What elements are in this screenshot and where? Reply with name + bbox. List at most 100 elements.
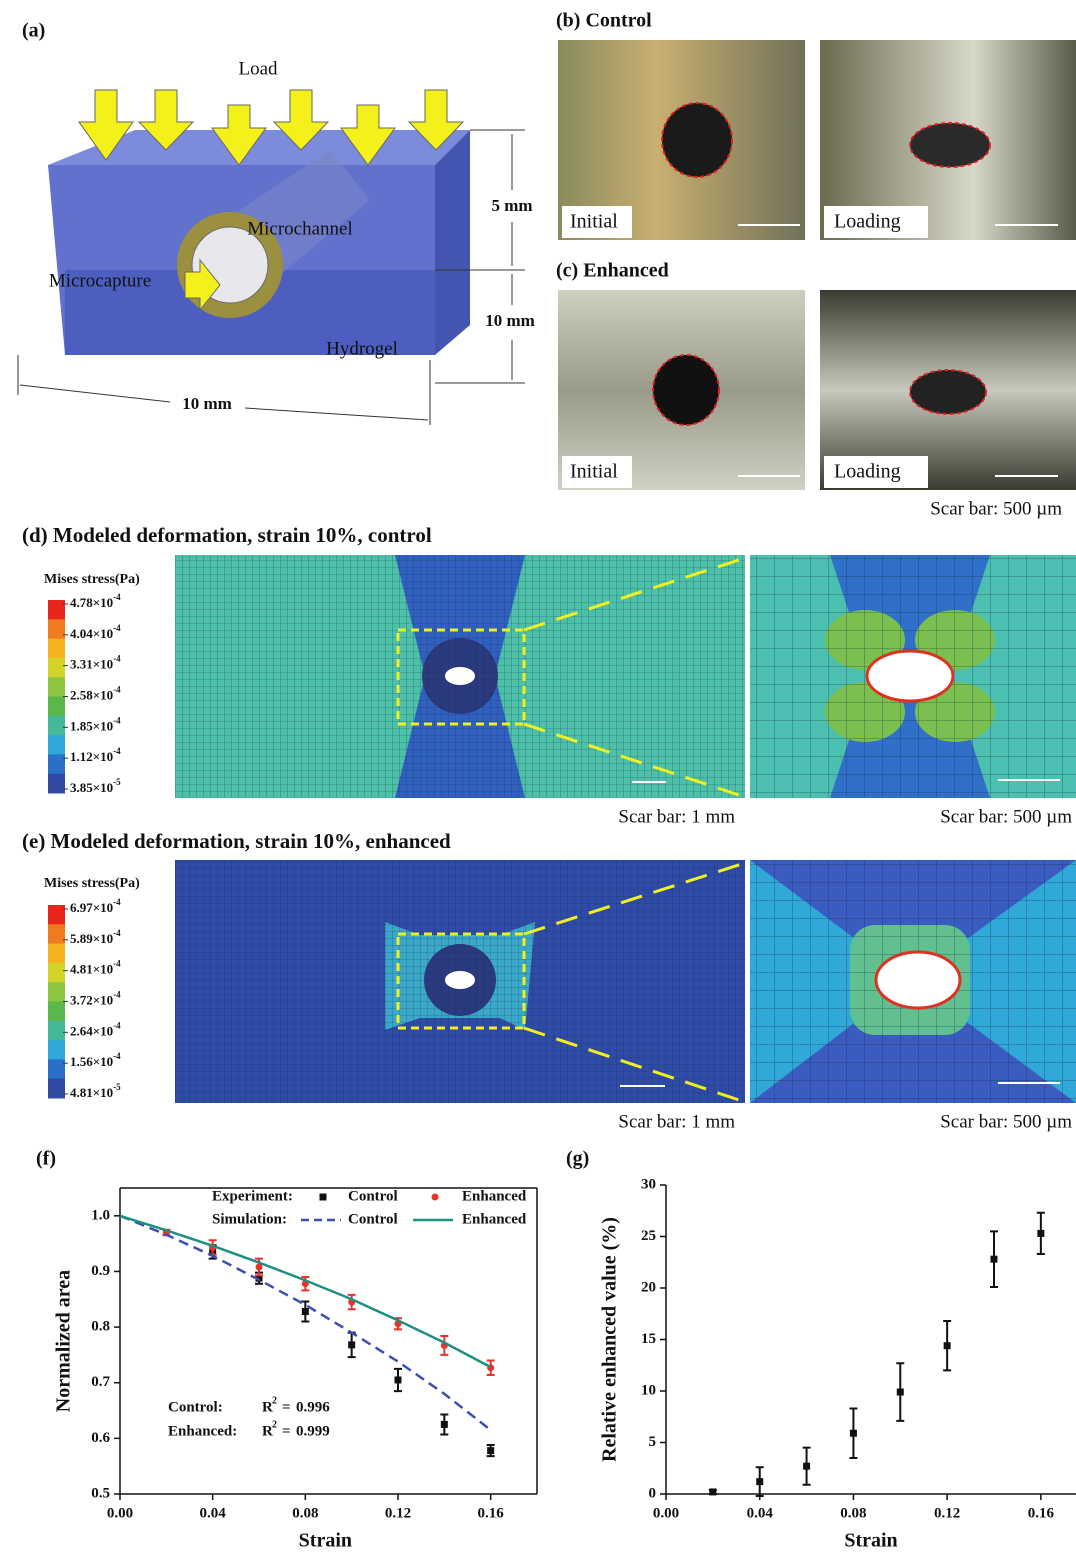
dimension-label: 10 mm: [485, 311, 535, 330]
scale-label: Scar bar: 1 mm: [618, 806, 735, 827]
colorbar-exponent: -4: [113, 928, 121, 938]
point: [756, 1478, 763, 1485]
colorbar-segment: [48, 735, 65, 755]
legend-label: Enhanced: [462, 1188, 527, 1204]
colorbar-segment: [48, 658, 65, 678]
charts: (f)0.000.040.080.120.160.50.60.70.80.91.…: [36, 1148, 1076, 1552]
colorbar: 6.97×10-45.89×10-44.81×10-43.72×10-42.64…: [48, 897, 121, 1100]
dimension-label: 5 mm: [491, 196, 532, 215]
y-tick-label: 0.6: [91, 1430, 110, 1446]
colorbar-mantissa: 2.64×10: [70, 1023, 113, 1038]
figure: (a) Load Microchannel Microcapture Hydro…: [0, 0, 1076, 1556]
box-side: [435, 130, 470, 355]
colorbar-segment: [48, 1059, 65, 1079]
photo-label: Initial: [570, 461, 618, 483]
x-tick-label: 0.00: [107, 1505, 133, 1521]
legend-label: Control: [348, 1188, 398, 1204]
y-tick-label: 20: [641, 1279, 656, 1295]
point: [850, 1430, 857, 1437]
colorbar-mantissa: 1.56×10: [70, 1054, 113, 1069]
point: [709, 1488, 716, 1495]
colorbar-label: 4.81×10-5: [70, 1082, 121, 1100]
point: [395, 1376, 402, 1383]
colorbar-exponent: -4: [113, 654, 121, 664]
panel-a: (a) Load Microchannel Microcapture Hydro…: [18, 20, 535, 425]
annotation-sign: =: [282, 1399, 291, 1415]
y-tick-label: 15: [641, 1331, 656, 1347]
panel-label: (a): [22, 20, 45, 42]
colorbar-mantissa: 1.85×10: [70, 718, 113, 733]
x-axis-title: Strain: [844, 1530, 897, 1552]
colorbar-segment: [48, 963, 65, 983]
panel-bc: (b) Control Initial Loading (c) Enhanced…: [556, 10, 1076, 520]
y-tick-label: 0.7: [91, 1374, 110, 1390]
colorbar-mantissa: 4.04×10: [70, 626, 113, 641]
scale-label: Scar bar: 500 µm: [930, 498, 1062, 519]
channel-label: Microchannel: [247, 218, 353, 239]
colorbar-mantissa: 3.72×10: [70, 992, 113, 1007]
colorbar-segment: [48, 982, 65, 1002]
colorbar-exponent: -4: [113, 990, 121, 1000]
colorbar-segment: [48, 639, 65, 659]
colorbar-label: 5.89×10-4: [70, 928, 121, 946]
y-tick-label: 0.5: [91, 1485, 110, 1501]
x-tick-label: 0.12: [934, 1505, 960, 1521]
hole: [867, 651, 953, 701]
capture-label: Microcapture: [49, 270, 151, 291]
y-tick-label: 5: [649, 1434, 657, 1450]
channel-outline: [910, 370, 986, 414]
x-tick-label: 0.00: [653, 1505, 679, 1521]
colorbar-label: 4.81×10-4: [70, 959, 121, 977]
point: [348, 1341, 355, 1348]
hole: [876, 952, 960, 1008]
annotation-sign: =: [282, 1423, 291, 1439]
colorbar-segment: [48, 1002, 65, 1022]
point: [302, 1308, 309, 1315]
legend-group-label: Simulation:: [212, 1211, 287, 1227]
series-line: [120, 1216, 491, 1430]
colorbar-segment: [48, 1021, 65, 1041]
colorbar-segment: [48, 716, 65, 736]
colorbar-mantissa: 4.81×10: [70, 962, 113, 977]
colorbar-segment: [48, 754, 65, 774]
panel-e: (e) Modeled deformation, strain 10%, enh…: [22, 829, 1076, 1133]
colorbar-label: 2.64×10-4: [70, 1020, 121, 1038]
legend-swatch: [320, 1194, 327, 1201]
colorbar-segment: [48, 619, 65, 639]
point: [944, 1342, 951, 1349]
colorbar-mantissa: 3.85×10: [70, 780, 113, 795]
colorbar: 4.78×10-44.04×10-43.31×10-42.58×10-41.85…: [48, 592, 121, 795]
annotation-value: 0.996: [296, 1399, 330, 1415]
scale-label: Scar bar: 500 µm: [940, 806, 1072, 827]
colorbar-mantissa: 4.78×10: [70, 595, 113, 610]
colorbar-label: 3.85×10-5: [70, 777, 121, 795]
colorbar-exponent: -4: [113, 746, 121, 756]
colorbar-segment: [48, 924, 65, 944]
colorbar-segment: [48, 697, 65, 717]
colorbar-mantissa: 6.97×10: [70, 900, 113, 915]
colorbar-segment: [48, 774, 65, 794]
colorbar-label: 1.85×10-4: [70, 715, 121, 733]
annotation-power: 2: [272, 1395, 277, 1406]
annotation-power: 2: [272, 1419, 277, 1430]
colorbar-segment: [48, 677, 65, 697]
y-axis-title: Relative enhanced value (%): [599, 1217, 621, 1462]
scale-label: Scar bar: 500 µm: [940, 1111, 1072, 1132]
x-tick-label: 0.12: [385, 1505, 411, 1521]
colorbar-exponent: -4: [113, 959, 121, 969]
colorbar-segment: [48, 600, 65, 620]
panel-label: (g): [566, 1148, 589, 1170]
y-tick-label: 1.0: [91, 1207, 110, 1223]
channel-outline: [662, 103, 732, 177]
legend-title: Mises stress(Pa): [44, 572, 140, 587]
legend-label: Enhanced: [462, 1211, 527, 1227]
point: [1037, 1230, 1044, 1237]
colorbar-label: 3.72×10-4: [70, 990, 121, 1008]
series-line: [120, 1216, 491, 1367]
dimension-label: 10 mm: [182, 394, 232, 413]
colorbar-label: 2.58×10-4: [70, 685, 121, 703]
x-tick-label: 0.08: [292, 1505, 318, 1521]
load-label: Load: [238, 58, 278, 79]
channel-outline: [910, 123, 990, 167]
colorbar-exponent: -4: [113, 1020, 121, 1030]
